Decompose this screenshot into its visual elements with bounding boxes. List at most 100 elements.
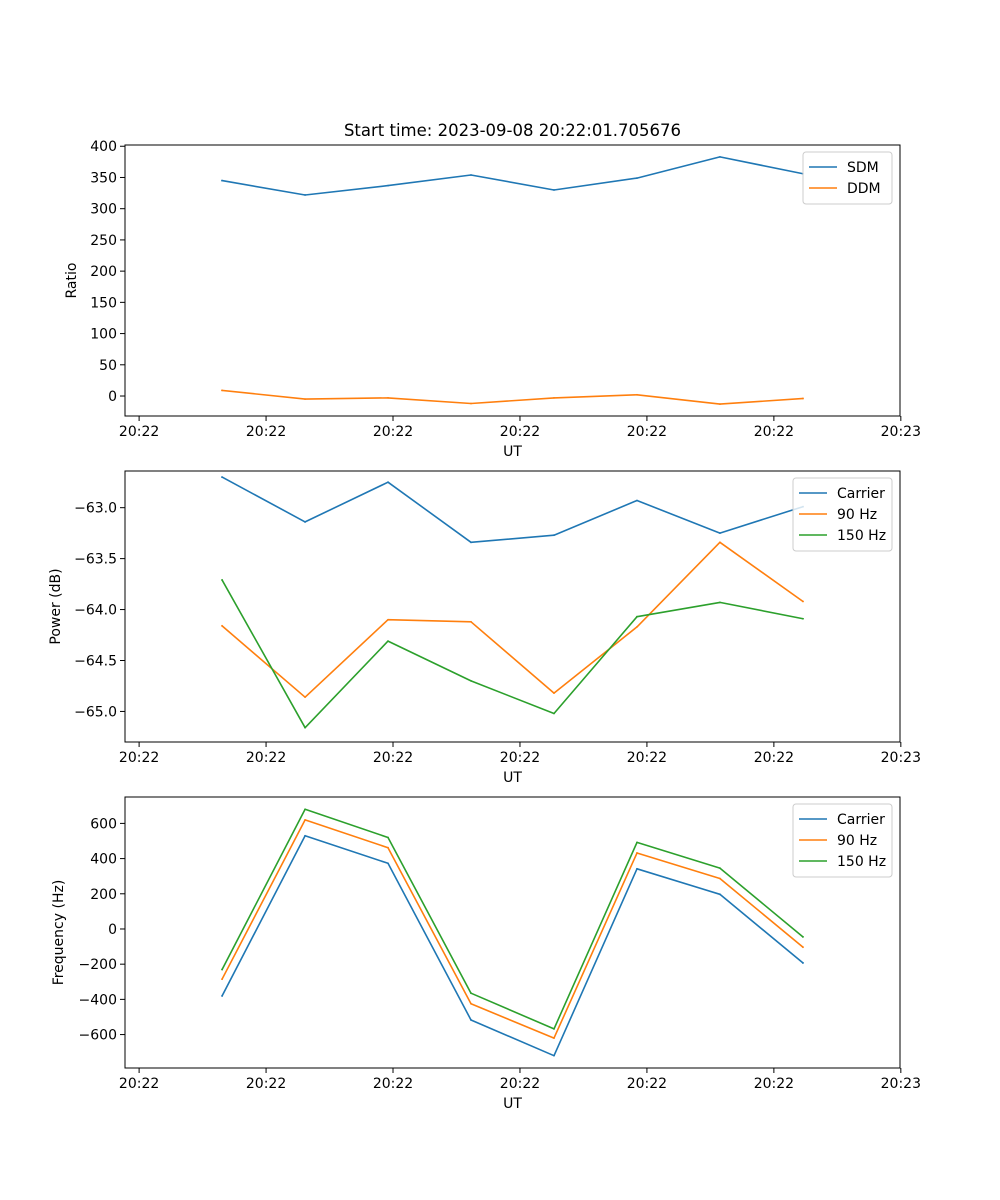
panel-3-series-90-hz-line — [221, 819, 805, 1039]
panel-2-ytick-label: −63.5 — [74, 552, 117, 568]
panel-2-xtick-label: 20:22 — [119, 750, 159, 766]
panel-1-ytick-label: 350 — [90, 170, 117, 186]
panel-1-ytick-label: 100 — [90, 327, 117, 343]
panel-3-series-150-hz-point — [636, 841, 638, 844]
panel-3-series-carrier-point — [304, 834, 306, 837]
panel-3-ytick-label: 200 — [90, 887, 117, 903]
panel-2-ytick-label: −64.0 — [74, 603, 117, 619]
panel-1-ytick-label: 0 — [108, 389, 117, 405]
panel-2-series-150-hz-point — [387, 640, 389, 643]
panel-3-legend: Carrier 90 Hz 150 Hz — [792, 803, 893, 878]
panel-2-series-90-hz-point — [553, 692, 555, 694]
panel-1-series-ddm-point — [636, 393, 638, 396]
panel-3-series-carrier-line — [221, 834, 805, 1057]
panel-3-series-90-hz-point — [719, 877, 721, 880]
panel-2-legend: Carrier 90 Hz 150 Hz — [792, 477, 893, 552]
panel-3-series-90-hz-point — [387, 846, 389, 849]
panel-2-series-carrier-point — [553, 534, 555, 537]
panel-2-ytick-label: −63.0 — [74, 501, 117, 517]
panel-3-series-90-hz-point — [636, 852, 638, 854]
panel-2-series-90-hz-point — [470, 620, 472, 623]
panel-1-xtick-label: 20:22 — [119, 424, 159, 440]
panel-3-xlabel: UT — [503, 1096, 522, 1112]
panel-1-legend: SDM DDM — [802, 151, 893, 205]
panel-3-ytick-label: −200 — [79, 957, 117, 973]
panel-1-ytick-label: 50 — [99, 358, 117, 374]
panel-3-axes-frame — [124, 796, 901, 1069]
panel-1-xtick-label: 20:23 — [881, 424, 921, 440]
panel-1-series-ddm-point — [470, 402, 472, 405]
panel-2-series-90-hz-point — [802, 600, 804, 603]
panel-1-xtick-label: 20:22 — [500, 424, 540, 440]
panel-1-xtick-label: 20:22 — [246, 424, 286, 440]
panel-1-series-sdm-point — [719, 155, 721, 158]
panel-3-ytick-label: 600 — [90, 816, 117, 832]
panel-1-ytick-label: 150 — [90, 295, 117, 311]
panel-3-ytick-label: −600 — [79, 1028, 117, 1044]
panel-2-series-carrier-line — [221, 476, 804, 544]
panel-3-series-150-hz-line — [221, 808, 805, 1030]
panel-2-xlabel: UT — [503, 770, 522, 786]
panel-1-legend-label-ddm: DDM — [847, 181, 881, 197]
panel-2-series-150-hz-point — [470, 679, 472, 682]
panel-1-series-sdm-point — [221, 179, 223, 182]
panel-2-ylabel: Power (dB) — [48, 568, 64, 644]
panel-1-ylabel: Ratio — [64, 263, 80, 299]
panel-1-legend-label-sdm: SDM — [847, 160, 879, 176]
panels: 20:22 20:22 20:22 20:22 20:22 20:22 20:23 0 50 10… — [48, 139, 921, 1112]
panel-3-series-carrier-point — [553, 1054, 555, 1057]
panel-3-series-carrier-point — [221, 994, 223, 997]
panel-1-xtick-label: 20:22 — [373, 424, 413, 440]
panel-2-series-carrier-point — [387, 481, 389, 484]
panel-3-series-150-hz-point — [304, 808, 306, 811]
panel-3-legend-label-carrier: Carrier — [837, 812, 885, 828]
panel-1-axes-frame — [124, 144, 901, 417]
panel-1-series-sdm-point — [636, 177, 638, 179]
panel-3-xtick-label: 20:22 — [119, 1076, 159, 1092]
panel-1-legend-box — [802, 151, 893, 205]
panel-3-legend-label-150-hz: 150 Hz — [837, 854, 886, 870]
panel-1-xtick-label: 20:22 — [627, 424, 667, 440]
panel-3-xtick-label: 20:22 — [246, 1076, 286, 1092]
panel-2-legend-box — [792, 477, 893, 552]
panel-1-series-ddm-point — [387, 396, 389, 399]
panel-2-xtick-label: 20:23 — [881, 750, 921, 766]
panel-3: 20:22 20:22 20:22 20:22 20:22 20:22 20:23 −600 −… — [51, 796, 921, 1112]
panel-2-series-carrier-point — [470, 541, 472, 544]
panel-3-series-carrier-point — [387, 862, 389, 865]
panel-3-legend-label-90-hz: 90 Hz — [837, 833, 877, 849]
panel-2-legend-label-90-hz: 90 Hz — [837, 507, 877, 523]
panel-2-legend-label-150-hz: 150 Hz — [837, 528, 886, 544]
panel-3-series-150-hz-point — [387, 836, 389, 839]
panel-3-series-90-hz-point — [221, 978, 223, 981]
panel-1-ytick-label: 300 — [90, 202, 117, 218]
panel-3-ytick-label: 400 — [90, 852, 117, 868]
panel-2-series-carrier-point — [304, 521, 306, 523]
panel-1-series-ddm-line — [221, 389, 804, 405]
panel-3-legend-box — [792, 803, 893, 878]
panel-3-xtick-label: 20:22 — [373, 1076, 413, 1092]
panel-3-series-90-hz-point — [304, 818, 306, 821]
panel-2-axes-frame — [124, 470, 901, 743]
panel-3-series-90-hz-point — [553, 1037, 555, 1039]
panel-2-legend-label-carrier: Carrier — [837, 486, 885, 502]
panel-2-series-90-hz-point — [304, 696, 306, 699]
panel-2-series-carrier-point — [221, 476, 223, 479]
panel-3-series-90-hz-point — [802, 946, 804, 949]
panel-2-series-90-hz-line — [220, 541, 805, 699]
panel-1-ytick-label: 400 — [90, 139, 117, 155]
panel-2-series-90-hz-point — [719, 541, 721, 544]
panel-2-series-150-hz-point — [719, 601, 721, 604]
panel-2-series-150-hz-point — [553, 712, 555, 715]
panel-2-series-90-hz-point — [636, 625, 638, 628]
panel-2-ytick-label: −65.0 — [74, 704, 117, 720]
panel-1-series-ddm-point — [221, 389, 223, 392]
panel-2-series-90-hz-point — [221, 624, 223, 627]
panel-1-series-sdm-line — [221, 156, 804, 196]
figure-title: Start time: 2023-09-08 20:22:01.705676 — [344, 121, 681, 140]
panel-3-series-carrier-point — [802, 962, 804, 964]
panel-2: 20:22 20:22 20:22 20:22 20:22 20:22 20:23 −65.0… — [48, 470, 921, 786]
panel-1: 20:22 20:22 20:22 20:22 20:22 20:22 20:23 0 50 10… — [64, 139, 921, 460]
panel-2-series-150-hz-point — [802, 617, 804, 620]
